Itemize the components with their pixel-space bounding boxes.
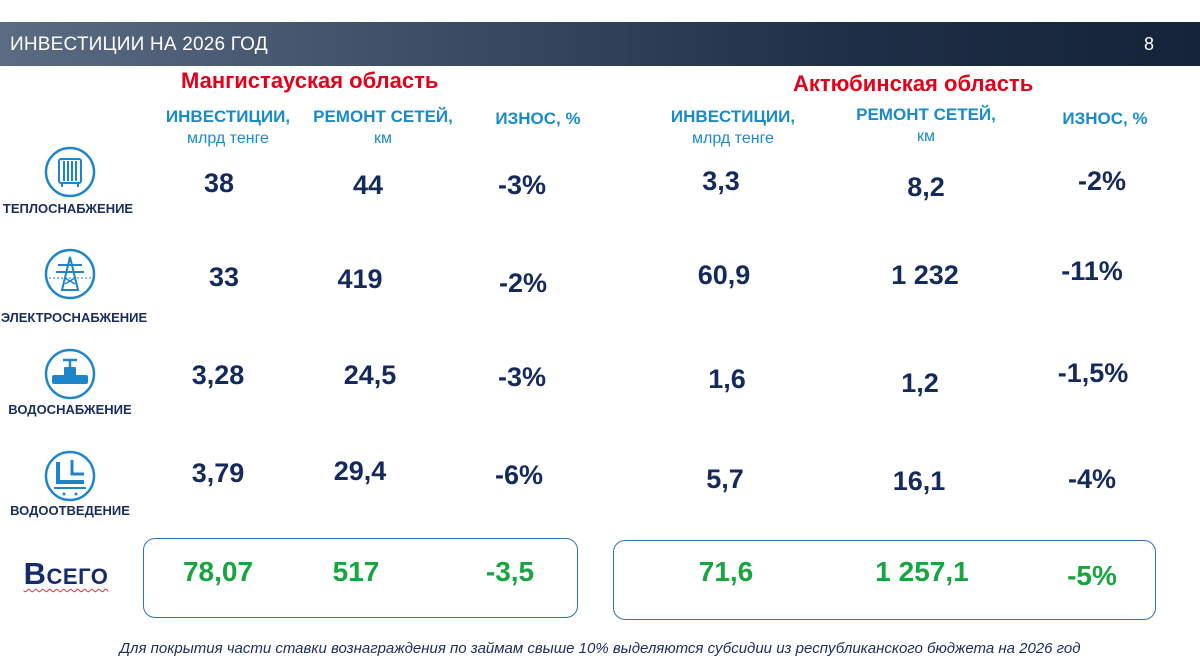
value-aktobe-heat-repair: 8,2: [907, 172, 945, 202]
col-head-investments-mangistau: ИНВЕСТИЦИИ, млрд тенге: [165, 107, 291, 147]
total-mangistau-repair: 517: [332, 556, 380, 587]
col-head-repair-mangistau: РЕМОНТ СЕТЕЙ, км: [313, 107, 453, 147]
value-aktobe-sewerage-repair: 16,1: [892, 466, 946, 496]
category-label-sewerage: ВОДООТВЕДЕНИЕ: [10, 503, 130, 518]
value-mangistau-water-wear: -3%: [497, 362, 547, 392]
value-mangistau-electricity-repair: 419: [337, 264, 383, 294]
value-mangistau-heat-repair: 44: [352, 170, 384, 200]
col-head-repair-aktobe: РЕМОНТ СЕТЕЙ, км: [856, 105, 996, 145]
value-mangistau-sewerage-repair: 29,4: [333, 456, 387, 486]
value-mangistau-sewerage-wear: -6%: [494, 460, 544, 490]
col-head-investments-aktobe: ИНВЕСТИЦИИ, млрд тенге: [670, 107, 796, 147]
value-mangistau-sewerage-investments: 3,79: [191, 458, 245, 488]
drain-pipe-icon: [44, 450, 96, 502]
page-number: 8: [1143, 34, 1154, 54]
value-mangistau-heat-investments: 38: [203, 168, 235, 198]
value-aktobe-electricity-repair: 1 232: [891, 260, 959, 290]
power-tower-icon: [44, 248, 96, 300]
total-box-mangistau: [143, 538, 578, 618]
value-mangistau-electricity-wear: -2%: [498, 268, 548, 298]
total-aktobe-repair: 1 257,1: [875, 556, 969, 587]
category-label-heat: ТЕПЛОСНАБЖЕНИЕ: [2, 201, 134, 216]
total-mangistau-investments: 78,07: [182, 556, 254, 587]
category-label-electricity: ЭЛЕКТРОСНАБЖЕНИЕ: [0, 310, 148, 325]
value-mangistau-heat-wear: -3%: [497, 170, 547, 200]
total-box-aktobe: [613, 540, 1156, 620]
value-mangistau-water-repair: 24,5: [343, 360, 397, 390]
value-aktobe-sewerage-wear: -4%: [1067, 464, 1117, 494]
total-aktobe-investments: 71,6: [698, 556, 754, 587]
footer-note: Для покрытия части ставки вознаграждения…: [119, 640, 1081, 657]
col-head-wear-aktobe: ИЗНОС, %: [1062, 109, 1148, 128]
region-title-aktobe: Актюбинская область: [793, 71, 1034, 96]
radiator-icon: [44, 146, 96, 198]
region-title-mangistau: Мангистауская область: [181, 68, 439, 93]
value-mangistau-electricity-investments: 33: [208, 262, 240, 292]
value-aktobe-sewerage-investments: 5,7: [706, 464, 744, 494]
page-title: ИНВЕСТИЦИИ НА 2026 ГОД: [10, 34, 268, 55]
value-mangistau-water-investments: 3,28: [191, 360, 245, 390]
value-aktobe-heat-wear: -2%: [1077, 166, 1127, 196]
total-label: Всего: [23, 556, 109, 591]
value-aktobe-water-wear: -1,5%: [1057, 358, 1129, 388]
value-aktobe-electricity-investments: 60,9: [697, 260, 751, 290]
value-aktobe-water-investments: 1,6: [708, 364, 746, 394]
total-mangistau-wear: -3,5: [485, 556, 535, 587]
category-label-water-supply: ВОДОСНАБЖЕНИЕ: [8, 402, 132, 417]
value-aktobe-heat-investments: 3,3: [702, 166, 740, 196]
value-aktobe-electricity-wear: -11%: [1061, 256, 1123, 286]
value-aktobe-water-repair: 1,2: [901, 368, 939, 398]
total-aktobe-wear: -5%: [1067, 560, 1117, 591]
water-valve-icon: [44, 348, 96, 400]
col-head-wear-mangistau: ИЗНОС, %: [495, 109, 581, 128]
header-bar: ИНВЕСТИЦИИ НА 2026 ГОД 8: [0, 22, 1200, 66]
